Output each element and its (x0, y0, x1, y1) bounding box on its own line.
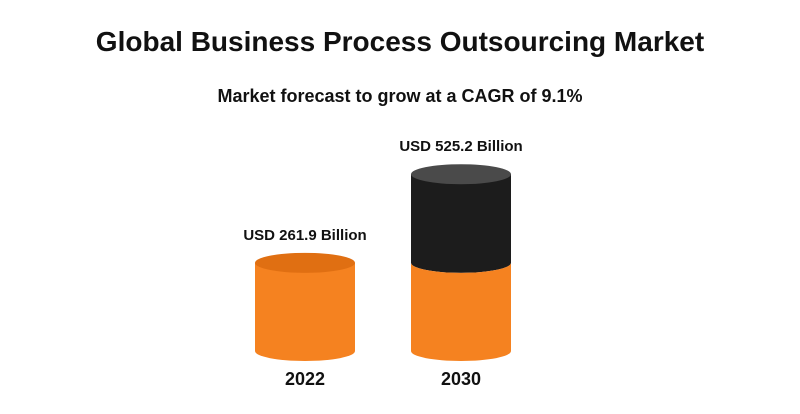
bar-2030-growth-body (411, 174, 511, 273)
data-label: USD 525.2 Billion (399, 138, 522, 155)
chart-subtitle: Market forecast to grow at a CAGR of 9.1… (217, 86, 583, 106)
chart-title: Global Business Process Outsourcing Mark… (95, 26, 705, 57)
bar-2030-growth-top (411, 164, 511, 185)
bar-2022-top (255, 252, 355, 273)
data-label: USD 261.9 Billion (243, 227, 366, 244)
x-tick-label: 2030 (441, 369, 481, 389)
bar-2022-body (255, 262, 355, 361)
x-tick-label: 2022 (285, 369, 325, 389)
bar-2030-base (411, 262, 511, 361)
